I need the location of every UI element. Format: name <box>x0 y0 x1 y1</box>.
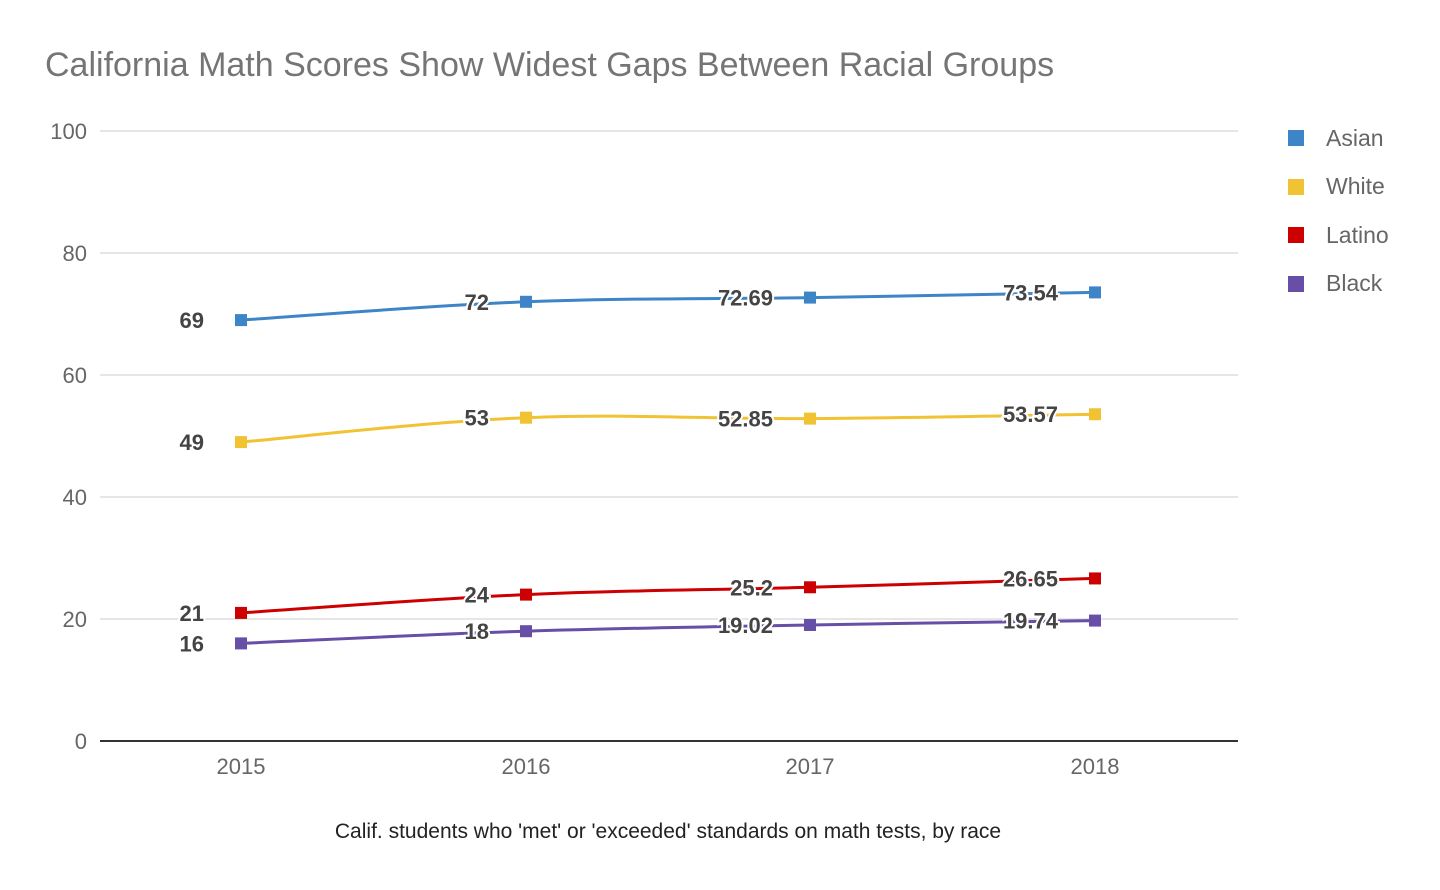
x-tick-label: 2015 <box>217 754 266 779</box>
data-label: 26.65 <box>1003 566 1058 591</box>
data-point-latino <box>520 588 532 601</box>
data-label: 24 <box>465 583 490 608</box>
legend-label: Asian <box>1326 124 1384 151</box>
data-label: 19.74 <box>1003 609 1059 634</box>
legend-swatch <box>1288 178 1304 195</box>
data-label: 25.2 <box>730 575 773 600</box>
data-label: 72 <box>465 290 489 315</box>
series-line-latino <box>240 576 1096 615</box>
series-lines <box>235 286 1101 650</box>
data-label: 53 <box>465 406 489 431</box>
data-point-asian <box>235 314 247 327</box>
data-label: 19.02 <box>718 613 773 638</box>
data-label: 69 <box>180 308 204 333</box>
gridlines <box>100 130 1238 620</box>
legend-swatch <box>1288 227 1304 244</box>
y-tick-label: 100 <box>50 119 87 144</box>
legend: Asian White Latino Black <box>1288 114 1389 308</box>
legend-label: Black <box>1326 270 1383 297</box>
series-line-asian <box>240 290 1096 322</box>
data-point-white <box>804 412 816 425</box>
data-label: 52.85 <box>718 407 773 432</box>
chart-title: California Math Scores Show Widest Gaps … <box>45 46 1055 84</box>
data-point-black <box>804 618 816 631</box>
data-label: 21 <box>180 601 204 626</box>
x-tick-label: 2017 <box>786 754 835 779</box>
legend-item-asian: Asian <box>1288 114 1389 163</box>
x-tick-label: 2016 <box>502 754 551 779</box>
data-point-latino <box>1089 572 1101 585</box>
data-label: 72.69 <box>718 286 773 311</box>
data-label: 18 <box>465 619 489 644</box>
data-point-asian <box>1089 286 1101 299</box>
series-line-white <box>240 412 1096 444</box>
data-point-latino <box>804 581 816 594</box>
x-axis-tick-labels: 2015 2016 2017 2018 <box>217 754 1120 779</box>
data-point-white <box>235 436 247 449</box>
y-axis-tick-labels: 0 20 40 60 80 100 <box>50 119 87 754</box>
legend-item-white: White <box>1288 163 1389 212</box>
legend-item-black: Black <box>1288 260 1389 309</box>
data-point-black <box>235 637 247 650</box>
data-label: 49 <box>180 430 204 455</box>
data-point-black <box>1089 614 1101 627</box>
y-tick-label: 60 <box>63 363 87 388</box>
y-tick-label: 0 <box>75 729 87 754</box>
legend-item-latino: Latino <box>1288 211 1389 260</box>
data-point-black <box>520 625 532 638</box>
data-point-asian <box>804 291 816 304</box>
data-point-asian <box>520 295 532 308</box>
data-labels: 69 72 72.69 73.54 49 53 52.85 53.57 21 24 25.2 26.6… <box>178 278 1061 658</box>
legend-swatch <box>1288 130 1304 147</box>
legend-label: White <box>1326 173 1385 200</box>
data-point-white <box>520 411 532 424</box>
data-label: 53.57 <box>1003 402 1058 427</box>
x-tick-label: 2018 <box>1071 754 1120 779</box>
y-tick-label: 80 <box>63 241 87 266</box>
data-point-white <box>1089 408 1101 421</box>
series-line-black <box>240 619 1096 645</box>
y-tick-label: 20 <box>63 607 87 632</box>
x-axis-title: Calif. students who 'met' or 'exceeded' … <box>335 820 1001 843</box>
y-tick-label: 40 <box>63 485 87 510</box>
data-label: 73.54 <box>1003 280 1059 305</box>
legend-swatch <box>1288 275 1304 292</box>
data-point-latino <box>235 606 247 619</box>
legend-label: Latino <box>1326 221 1389 248</box>
data-label: 16 <box>180 631 204 656</box>
